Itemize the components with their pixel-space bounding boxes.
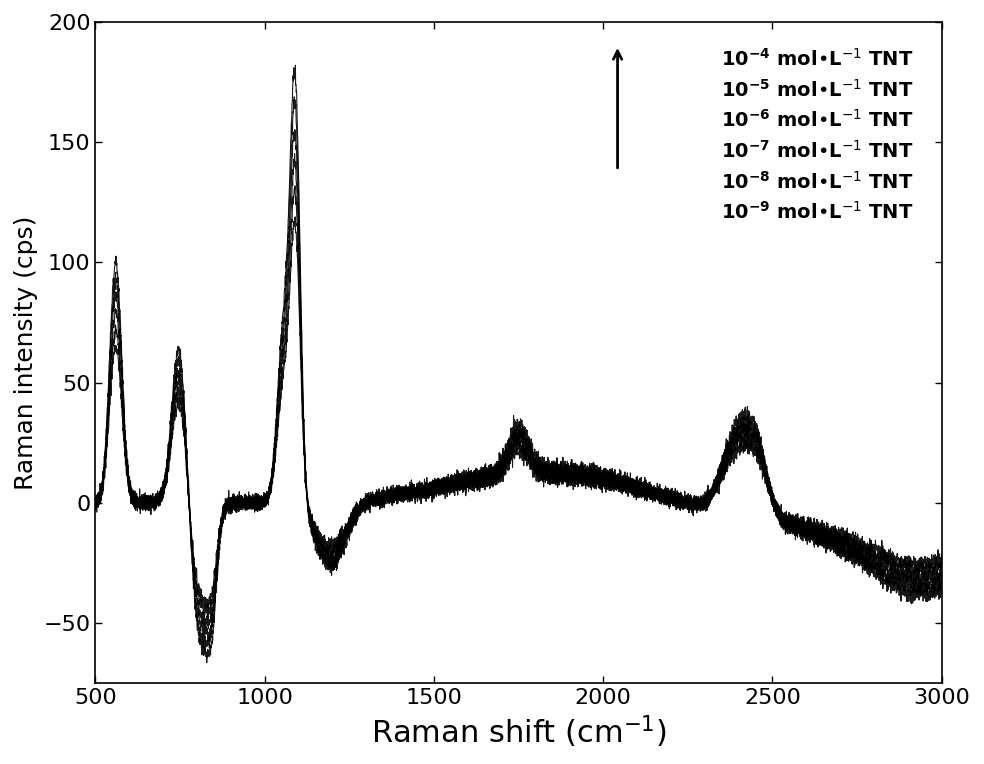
- Legend: $\mathbf{10^{-4}}$ mol•L$^{-1}$ TNT, $\mathbf{10^{-5}}$ mol•L$^{-1}$ TNT, $\math: $\mathbf{10^{-4}}$ mol•L$^{-1}$ TNT, $\m…: [711, 38, 924, 233]
- Y-axis label: Raman intensity (cps): Raman intensity (cps): [14, 215, 38, 490]
- X-axis label: Raman shift (cm$^{-1}$): Raman shift (cm$^{-1}$): [371, 714, 666, 750]
